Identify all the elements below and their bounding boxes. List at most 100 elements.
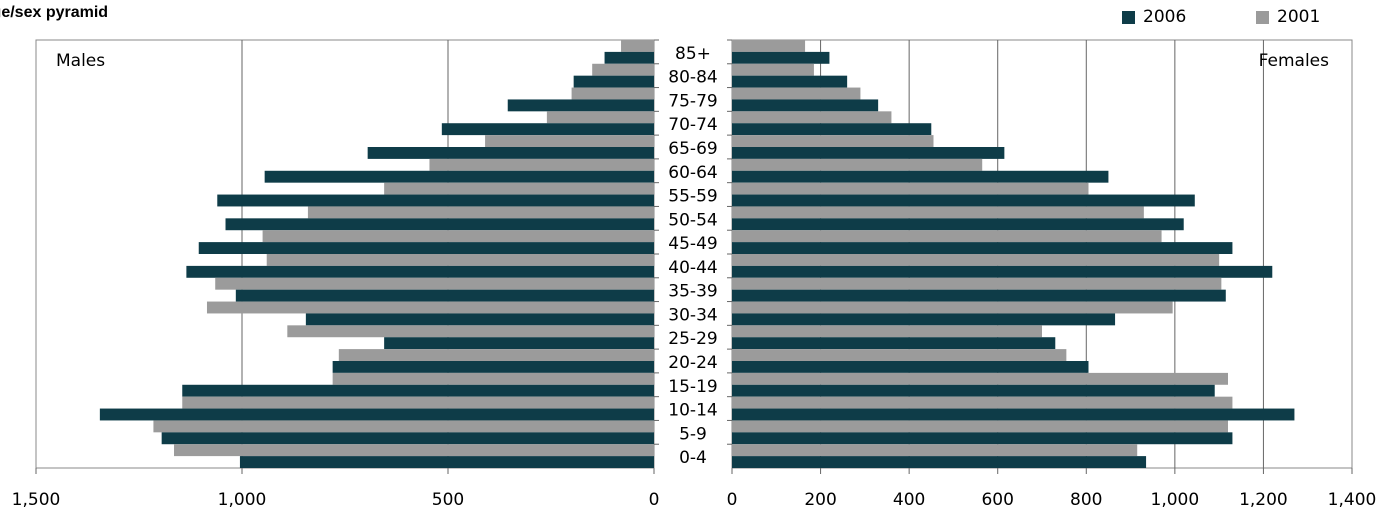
legend-swatch-2001 [1256, 10, 1269, 24]
females-bar-2001 [732, 182, 1089, 195]
females-bar-2001 [732, 396, 1233, 409]
males-bar-2001 [384, 182, 654, 195]
females-tick-label: 1,000 [1151, 490, 1200, 510]
females-bar-2001 [732, 40, 806, 52]
age-group-label: 85+ [675, 44, 711, 64]
females-tick-label: 800 [1070, 490, 1102, 510]
females-bar-2006 [732, 456, 1147, 468]
males-bar-2006 [161, 432, 654, 445]
females-bar-2006 [732, 123, 932, 136]
age-group-label: 30-34 [668, 305, 717, 325]
males-bar-2006 [225, 218, 654, 231]
chart-title: Age/sex pyramid [0, 4, 109, 21]
females-bar-2001 [732, 372, 1228, 385]
females-bar-2001 [732, 111, 892, 124]
females-bar-2006 [732, 313, 1116, 326]
males-bar-2006 [332, 361, 654, 373]
males-bar-2001 [215, 277, 654, 290]
males-tick-label: 1,500 [12, 490, 61, 510]
females-panel-label: Females [1259, 51, 1329, 71]
females-bar-2001 [732, 277, 1222, 290]
females-tick-label: 1,200 [1239, 490, 1288, 510]
age-group-label: 65-69 [668, 139, 717, 159]
legend-item-2006: 2006 [1122, 7, 1186, 27]
females-bar-2001 [732, 206, 1144, 219]
females-tick-label: 0 [727, 490, 738, 510]
age-group-label: 45-49 [668, 234, 717, 254]
females-bar-2006 [732, 218, 1184, 231]
age-group-label: 60-64 [668, 163, 717, 183]
males-bar-2006 [235, 289, 654, 302]
age-group-label: 80-84 [668, 68, 717, 88]
age-group-label: 50-54 [668, 210, 717, 230]
females-bar-2001 [732, 349, 1067, 361]
females-bar-2001 [732, 158, 983, 171]
females-tick-label: 200 [804, 490, 836, 510]
males-bar-2001 [592, 63, 654, 76]
males-bar-2006 [99, 408, 655, 421]
males-bar-2001 [485, 135, 654, 147]
legend-item-2001: 2001 [1256, 7, 1320, 27]
females-bar-2006 [732, 51, 830, 64]
females-bar-2001 [732, 325, 1042, 338]
females-tick-label: 1,400 [1328, 490, 1377, 510]
males-bar-2006 [305, 313, 654, 326]
females-bar-2006 [732, 75, 848, 88]
females-bar-2001 [732, 135, 934, 147]
females-bar-2006 [732, 289, 1226, 302]
males-tick-label: 0 [649, 490, 660, 510]
age-group-label: 35-39 [668, 282, 717, 302]
legend-label-2006: 2006 [1143, 7, 1187, 27]
females-bar-2001 [732, 301, 1173, 314]
males-bar-2001 [287, 325, 654, 338]
males-tick-label: 1,000 [218, 490, 267, 510]
age-group-label: 0-4 [679, 448, 707, 468]
males-bar-2001 [621, 40, 654, 52]
age-group-label: 55-59 [668, 187, 717, 207]
females-bar-2001 [732, 444, 1138, 457]
age-group-label: 40-44 [668, 258, 717, 278]
females-tick-label: 600 [981, 490, 1013, 510]
females-tick-label: 400 [893, 490, 925, 510]
females-bar-2001 [732, 230, 1162, 243]
males-bar-2001 [571, 87, 654, 100]
males-bar-2006 [264, 170, 654, 183]
females-bar-2001 [732, 63, 814, 76]
males-panel-label: Males [56, 51, 105, 71]
males-bar-2001 [174, 444, 654, 457]
males-bar-2006 [441, 123, 654, 136]
males-bar-2001 [429, 158, 654, 171]
females-bar-2006 [732, 432, 1233, 445]
age-group-label: 70-74 [668, 115, 717, 135]
age-group-label: 5-9 [679, 424, 707, 444]
females-bar-2006 [732, 384, 1215, 397]
legend-label-2001: 2001 [1277, 7, 1321, 27]
males-bar-2006 [186, 265, 654, 278]
males-bar-2006 [239, 456, 654, 468]
females-bar-2001 [732, 420, 1228, 433]
males-bar-2006 [182, 384, 654, 397]
males-bar-2001 [266, 254, 654, 266]
females-bar-2006 [732, 99, 879, 112]
males-bar-2001 [307, 206, 654, 219]
females-bar-2006 [732, 265, 1273, 278]
females-bar-2006 [732, 147, 1005, 159]
males-bar-2001 [338, 349, 654, 361]
females-bar-2001 [732, 254, 1220, 266]
males-bar-2001 [153, 420, 655, 433]
males-bar-2006 [507, 99, 654, 112]
age-group-label: 10-14 [668, 401, 717, 421]
females-bar-2006 [732, 408, 1295, 421]
males-bar-2001 [262, 230, 654, 243]
age-group-label: 25-29 [668, 329, 717, 349]
males-bar-2001 [332, 372, 654, 385]
females-bar-2001 [732, 87, 861, 100]
males-bar-2006 [384, 337, 654, 350]
females-bar-2006 [732, 337, 1056, 350]
females-bar-2006 [732, 361, 1089, 373]
age-group-label: 15-19 [668, 377, 717, 397]
males-tick-label: 500 [432, 490, 464, 510]
males-bar-2006 [573, 75, 654, 88]
females-bar-2006 [732, 170, 1109, 183]
